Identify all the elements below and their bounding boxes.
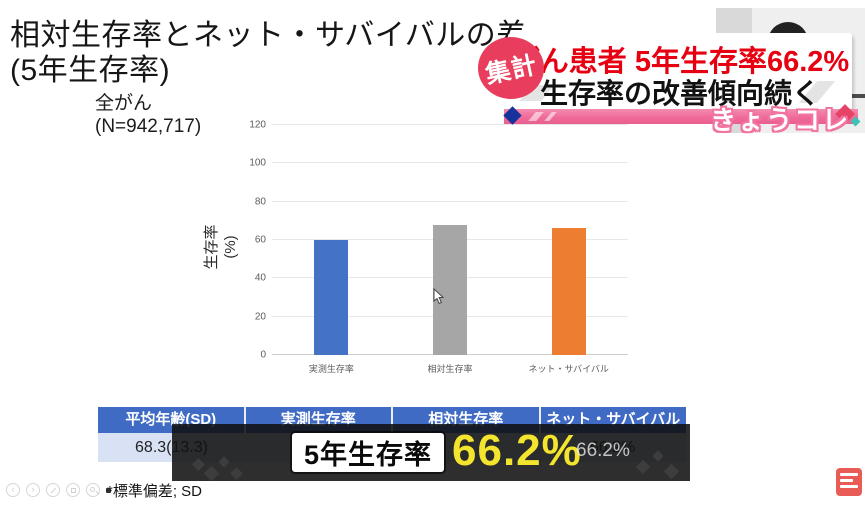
- chart-subtitle-line2: (N=942,717): [95, 116, 202, 137]
- ribbon-streak: [528, 112, 544, 121]
- headline-line2: 生存率の改善傾向続く: [539, 78, 820, 109]
- y-tick-label: 60: [254, 234, 266, 246]
- gridline: [272, 162, 628, 164]
- chart-yticks: 0 20 40 60 80 100 120: [230, 120, 266, 361]
- magnifier-icon[interactable]: [86, 483, 100, 497]
- pen-icon[interactable]: [46, 483, 60, 497]
- chart-subtitle-line1: 全がん: [95, 93, 153, 114]
- headline-line1: がん患者 5年生存率66.2%: [510, 46, 850, 78]
- bar-slot: [509, 125, 628, 355]
- y-tick-label: 40: [254, 272, 266, 284]
- bar-ネット・サバイバル: [551, 228, 586, 355]
- x-category-label: 相対生存率: [427, 364, 473, 374]
- table-header-cell: ネット・サバイバル: [546, 411, 681, 428]
- y-tick-label: 80: [254, 196, 266, 208]
- table-header-cell: 実測生存率: [246, 407, 393, 433]
- diamond-decoration: [203, 465, 220, 482]
- diamond-decoration: [663, 463, 680, 480]
- presentation-controls: ‹ ›: [6, 483, 111, 497]
- slideshow-icon[interactable]: [66, 483, 80, 497]
- slide-title-line2: (5年生存率): [10, 54, 171, 87]
- chart-plot: [272, 124, 628, 355]
- program-ribbon: [504, 109, 858, 124]
- slide-title-line1: 相対生存率とネット・サバイバルの差: [10, 19, 527, 52]
- y-tick-label: 100: [249, 157, 266, 169]
- chart-subtitle: 全がん (N=942,717): [95, 92, 201, 138]
- prev-slide-icon[interactable]: ‹: [6, 483, 20, 497]
- diamond-decoration: [652, 450, 664, 462]
- table-header-cell: 相対生存率: [393, 407, 541, 433]
- gridline: [272, 200, 628, 202]
- y-tick-label: 20: [254, 311, 266, 323]
- y-tick-label: 120: [249, 119, 266, 131]
- diamond-decoration: [192, 458, 205, 471]
- bar-slot: [391, 125, 510, 355]
- banner-value: 66.2%: [452, 426, 582, 475]
- y-tick-label: 0: [260, 349, 266, 361]
- diamond-decoration: [230, 467, 243, 480]
- bar-相対生存率: [433, 224, 467, 355]
- next-slide-icon[interactable]: ›: [26, 483, 40, 497]
- mouse-cursor-icon: [433, 287, 445, 310]
- footnote: *標準偏差; SD: [107, 483, 203, 500]
- headline-card: がん患者 5年生存率66.2% 生存率の改善傾向続く: [508, 33, 852, 110]
- x-category-label: ネット・サバイバル: [528, 364, 609, 374]
- table-value-through-banner: 66.2%: [576, 440, 630, 461]
- lower-third-banner: 5年生存率 66.2% 66.2%: [172, 424, 690, 482]
- banner-label: 5年生存率: [303, 440, 433, 470]
- ribbon-streak: [544, 112, 557, 121]
- chart-xlabels: 実測生存率 相対生存率 ネット・サバイバル: [272, 362, 628, 375]
- menu-dot-icon[interactable]: [106, 487, 111, 493]
- headline-badge: 集計: [478, 37, 544, 99]
- x-category-label: 実測生存率: [308, 364, 354, 374]
- bar-実測生存率: [314, 240, 349, 355]
- slide-title: 相対生存率とネット・サバイバルの差 (5年生存率): [10, 18, 527, 88]
- bar-slot: [272, 125, 391, 355]
- diamond-decoration: [635, 459, 651, 475]
- table-header-cell: 平均年齢(SD): [98, 407, 246, 433]
- news-logo: [836, 468, 862, 496]
- gridline: [272, 124, 628, 125]
- diamond-decoration: [218, 456, 230, 468]
- banner-label-box: 5年生存率: [292, 433, 444, 472]
- program-name: きょうコレ: [710, 105, 851, 135]
